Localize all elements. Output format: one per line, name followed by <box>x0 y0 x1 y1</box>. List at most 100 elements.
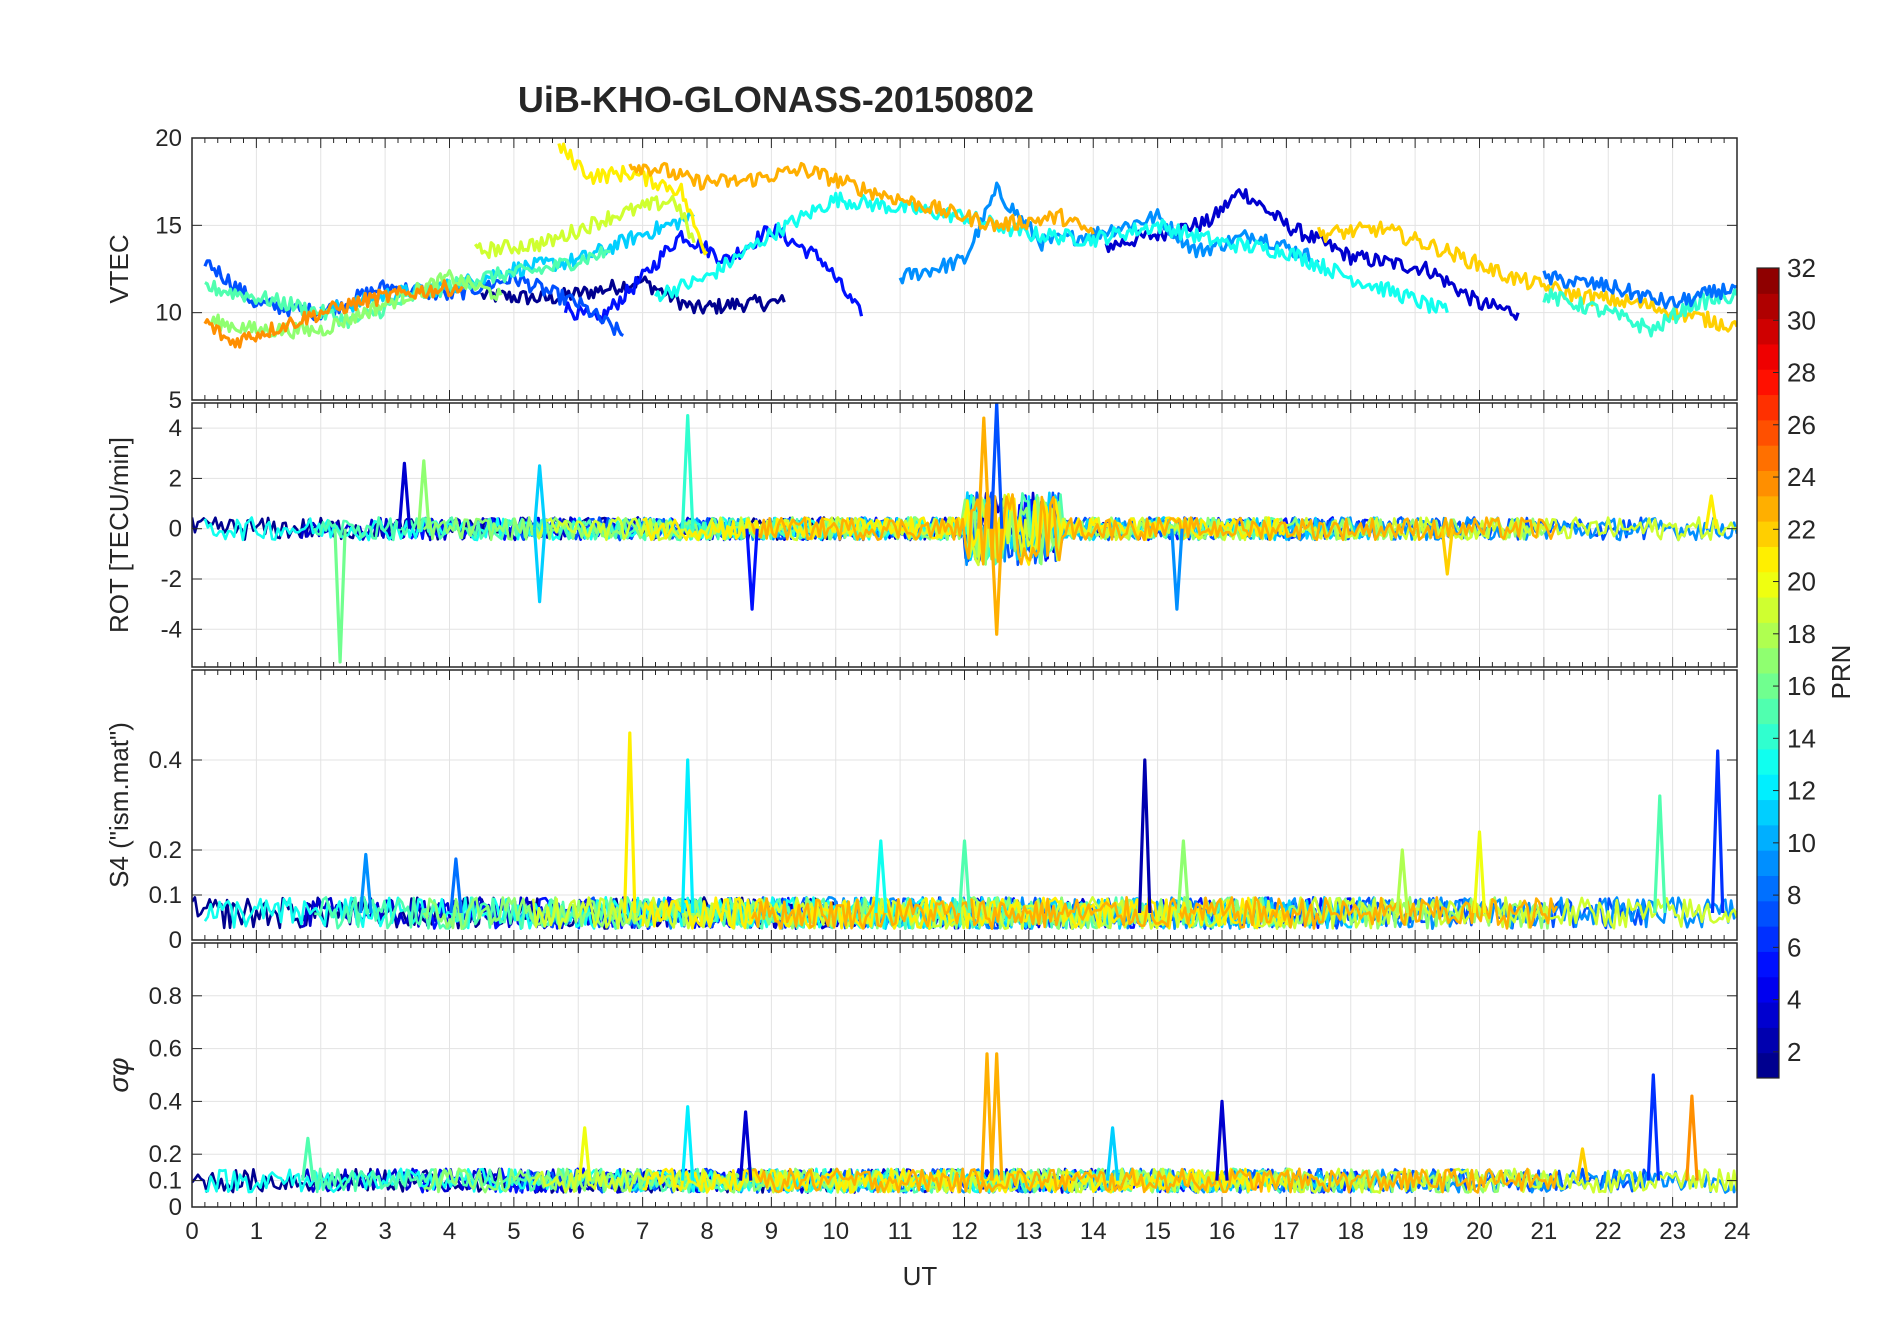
sigma_phi-spike <box>680 1105 695 1181</box>
sigma_phi-spike <box>1215 1099 1229 1181</box>
vtec-series-line <box>628 161 1095 235</box>
y-axis-label: ROT [TECU/min] <box>104 437 134 633</box>
s4-spike <box>680 758 695 914</box>
s4-spike <box>1176 839 1191 914</box>
x-tick-label: 5 <box>507 1218 520 1245</box>
vtec-series-line <box>557 142 709 256</box>
colorbar-segment <box>1757 926 1779 952</box>
colorbar-segment <box>1757 571 1779 598</box>
x-tick-label: 18 <box>1337 1218 1364 1245</box>
colorbar-segment <box>1757 369 1779 396</box>
s4-spike <box>623 731 637 914</box>
colorbar-tick-label: 2 <box>1787 1037 1801 1067</box>
sigma_phi-spike <box>980 1052 994 1181</box>
sigma_phi-series-line <box>751 1167 1559 1194</box>
colorbar-segment <box>1757 774 1779 801</box>
y-tick-label: 0.4 <box>149 747 182 774</box>
colorbar-tick-label: 24 <box>1787 462 1816 492</box>
y-tick-label: 2 <box>169 465 182 492</box>
colorbar-tick-label: 18 <box>1787 619 1816 649</box>
y-tick-label: 0.4 <box>149 1088 182 1115</box>
colorbar-segment <box>1757 343 1779 370</box>
x-tick-label: 19 <box>1402 1218 1429 1245</box>
vtec-series-line <box>1317 220 1737 333</box>
rot-spike <box>989 403 1004 529</box>
y-tick-label: 0.2 <box>149 1141 182 1168</box>
rot-spike <box>1440 528 1455 576</box>
colorbar-tick-label: 26 <box>1787 410 1816 440</box>
colorbar-segment <box>1757 1052 1779 1079</box>
y-tick-label: 0.2 <box>149 837 182 864</box>
colorbar-segment <box>1757 850 1779 876</box>
y-tick-label: 0 <box>169 1194 182 1221</box>
colorbar-segment <box>1757 647 1779 674</box>
y-tick-label: 0.8 <box>149 983 182 1010</box>
colorbar-segment <box>1757 470 1779 497</box>
rot-series-line <box>519 491 1649 567</box>
rot-spike <box>532 464 547 529</box>
vtec-series-line <box>563 223 864 325</box>
s4-series-line <box>641 896 1288 930</box>
y-tick-label: 20 <box>155 125 182 152</box>
x-axis-label: UT <box>903 1261 938 1291</box>
x-tick-label: 23 <box>1659 1218 1686 1245</box>
series-group <box>203 142 1737 349</box>
colorbar-tick-label: 22 <box>1787 514 1816 544</box>
s4-spike <box>449 857 463 914</box>
colorbar-segment <box>1757 723 1779 750</box>
rot-spike <box>417 459 431 529</box>
s4-spike <box>957 839 972 914</box>
rot-spike <box>977 416 991 529</box>
y-tick-label: 0.6 <box>149 1036 182 1063</box>
sigma_phi-spike <box>738 1110 753 1181</box>
y-tick-label: 4 <box>169 415 182 442</box>
x-tick-label: 12 <box>951 1218 978 1245</box>
rot-spike <box>1704 494 1718 529</box>
rot-spike <box>333 528 347 664</box>
y-tick-label: 10 <box>155 300 182 327</box>
rot-spike <box>989 528 1004 636</box>
x-tick-label: 22 <box>1595 1218 1622 1245</box>
x-tick-label: 0 <box>185 1218 198 1245</box>
sigma_phi-spike <box>1685 1094 1699 1181</box>
colorbar-segment <box>1757 698 1779 725</box>
colorbar-segment <box>1757 875 1779 902</box>
colorbar-segment <box>1757 597 1779 623</box>
x-tick-label: 8 <box>700 1218 713 1245</box>
colorbar-segment <box>1757 1002 1779 1028</box>
x-tick-label: 14 <box>1080 1218 1107 1245</box>
colorbar-tick-label: 8 <box>1787 880 1801 910</box>
vtec-series-line <box>1542 270 1737 310</box>
y-tick-label: -2 <box>161 566 182 593</box>
sigma_phi-spike <box>989 1052 1004 1181</box>
colorbar-segment <box>1757 546 1779 573</box>
colorbar-tick-label: 10 <box>1787 828 1816 858</box>
colorbar-frame <box>1756 267 1780 1079</box>
colorbar-tick-label: 28 <box>1787 358 1816 388</box>
series-group <box>192 403 1737 664</box>
x-tick-label: 7 <box>636 1218 649 1245</box>
panel-rot: -4 -2 0 2 4 ROT [TECU/min] <box>104 402 1738 668</box>
x-tick-label: 1 <box>250 1218 263 1245</box>
colorbar-segment <box>1757 900 1779 927</box>
s4-spike <box>1653 794 1667 914</box>
y-axis-label: S4 ("ism.mat") <box>104 722 134 888</box>
s4-spike <box>359 852 373 914</box>
y-tick-label: 0 <box>169 927 182 954</box>
sigma_phi-spike <box>1575 1147 1590 1181</box>
x-tick-label: 20 <box>1466 1218 1493 1245</box>
x-tick-label: 4 <box>443 1218 456 1245</box>
s4-spike <box>1138 758 1152 914</box>
series-group <box>192 1052 1737 1194</box>
colorbar-segment <box>1757 976 1779 1003</box>
sigma_phi-spike <box>301 1136 315 1181</box>
y-tick-label: 0.1 <box>149 1168 182 1195</box>
rot-spike <box>680 414 695 529</box>
x-tick-label: 10 <box>822 1218 849 1245</box>
y-axis-label: σφ <box>103 1057 134 1092</box>
y-tick-label: -4 <box>161 616 182 643</box>
